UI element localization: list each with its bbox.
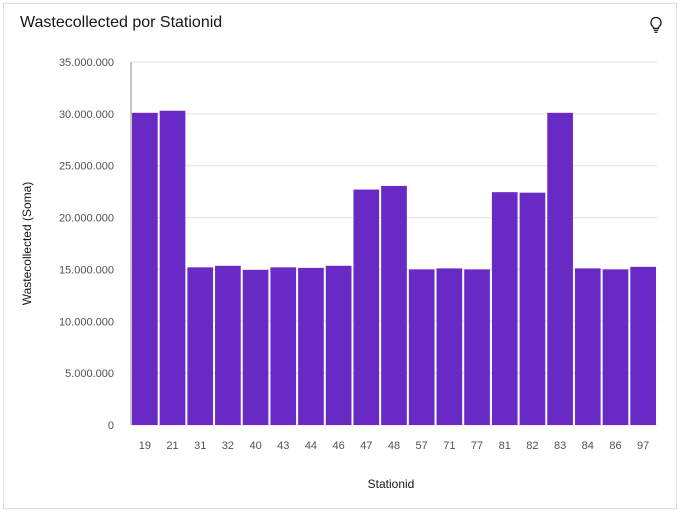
x-axis-ticks: 19 21 31 32 40 43 44 46 47 48 57 71 77 81 82 83 84 86 97 <box>139 440 650 452</box>
x-tick-label: 57 <box>416 440 428 452</box>
x-tick-label: 86 <box>609 440 621 452</box>
y-tick-label: 15.000.000 <box>59 264 114 276</box>
x-tick-label: 46 <box>333 440 345 452</box>
bars <box>132 110 656 425</box>
x-tick-label: 47 <box>360 440 372 452</box>
x-tick-label: 44 <box>305 440 317 452</box>
x-tick-label: 83 <box>554 440 566 452</box>
x-tick-label: 77 <box>471 440 483 452</box>
bar-32[interactable] <box>215 265 241 425</box>
bar-43[interactable] <box>270 267 297 425</box>
bar-31[interactable] <box>187 267 214 425</box>
y-tick-label: 35.000.000 <box>59 57 114 69</box>
x-tick-label: 31 <box>194 440 206 452</box>
x-axis-label: Stationid <box>368 477 415 491</box>
lightbulb-icon[interactable] <box>648 16 664 34</box>
x-tick-label: 84 <box>582 440 594 452</box>
x-tick-label: 97 <box>637 440 649 452</box>
bar-47[interactable] <box>353 189 380 425</box>
x-tick-label: 81 <box>499 440 511 452</box>
x-tick-label: 19 <box>139 440 151 452</box>
bar-84[interactable] <box>574 268 601 425</box>
bar-82[interactable] <box>519 192 546 425</box>
bar-81[interactable] <box>491 192 518 425</box>
x-tick-label: 71 <box>443 440 455 452</box>
x-tick-label: 32 <box>222 440 234 452</box>
x-tick-label: 43 <box>277 440 289 452</box>
bar-19[interactable] <box>132 112 158 425</box>
y-tick-label: 5.000.000 <box>65 368 114 380</box>
x-tick-label: 48 <box>388 440 400 452</box>
x-tick-label: 40 <box>249 440 261 452</box>
y-axis-ticks: 0 5.000.000 10.000.000 15.000.000 20.000.000… <box>59 57 114 432</box>
y-tick-label: 0 <box>108 420 114 432</box>
x-tick-label: 21 <box>166 440 178 452</box>
y-axis-label: Wastecollected (Soma) <box>20 182 34 306</box>
x-tick-label: 82 <box>526 440 538 452</box>
y-tick-label: 20.000.000 <box>59 213 114 225</box>
bar-83[interactable] <box>547 112 573 425</box>
bar-71[interactable] <box>436 268 463 425</box>
y-tick-label: 30.000.000 <box>59 109 114 121</box>
y-tick-label: 25.000.000 <box>59 161 114 173</box>
bar-77[interactable] <box>464 269 490 425</box>
bar-57[interactable] <box>408 269 435 425</box>
y-tick-label: 10.000.000 <box>59 316 114 328</box>
bar-44[interactable] <box>298 267 324 425</box>
bar-46[interactable] <box>325 265 352 425</box>
bar-86[interactable] <box>602 269 629 425</box>
chart-title: Wastecollected por Stationid <box>20 14 223 31</box>
bar-40[interactable] <box>242 269 269 425</box>
bar-48[interactable] <box>381 185 407 425</box>
bar-97[interactable] <box>630 266 656 425</box>
bar-21[interactable] <box>159 110 186 425</box>
